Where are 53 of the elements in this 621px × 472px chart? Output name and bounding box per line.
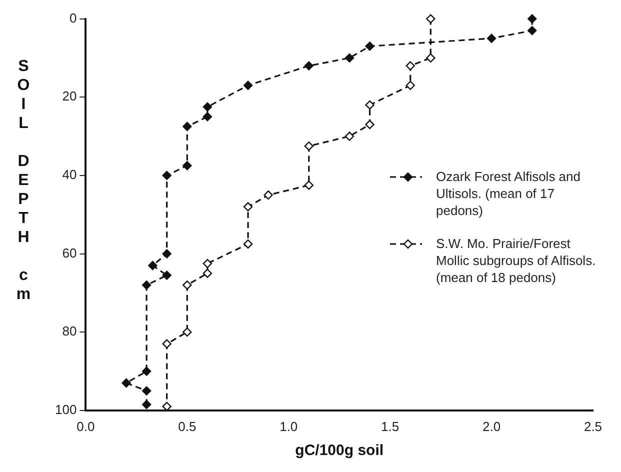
y-tick-label: 80 (62, 324, 77, 339)
point (304, 180, 314, 190)
y-tick-label: 40 (62, 167, 77, 182)
point (426, 53, 436, 63)
y-tick-label: 0 (69, 10, 77, 26)
y-tick-label: 100 (54, 402, 77, 417)
point (406, 80, 415, 90)
point (182, 122, 192, 132)
point (264, 190, 273, 200)
y-tick-label: 60 (62, 245, 77, 260)
x-tick-label: 2.0 (482, 418, 501, 434)
x-tick-label: 0.0 (76, 418, 95, 434)
point (202, 112, 212, 122)
point (406, 61, 415, 70)
y-tick-label: 20 (62, 88, 77, 104)
y-axis-title: SOIL DEPTH cm (14, 58, 32, 307)
point (304, 141, 314, 151)
point (528, 26, 537, 36)
point (344, 53, 354, 63)
point (304, 61, 314, 70)
point (426, 14, 436, 24)
point (486, 34, 496, 43)
x-tick-label: 2.5 (584, 418, 602, 434)
point (162, 170, 172, 180)
point (162, 249, 172, 258)
point (182, 280, 192, 290)
point (142, 280, 152, 290)
point (243, 80, 253, 90)
point (365, 100, 374, 110)
x-tick-label: 1.0 (280, 418, 298, 434)
point (243, 202, 253, 212)
point (142, 400, 152, 410)
point (162, 270, 172, 280)
point (182, 161, 192, 170)
point (528, 14, 537, 24)
legend-label: Ozark Forest Alfisols and Ultisols. (mean of 17 pedons) (436, 168, 582, 219)
point (365, 120, 374, 130)
x-axis-title: gC/100g soil (295, 442, 384, 460)
point (148, 260, 158, 270)
point (344, 132, 354, 141)
x-tick-label: 0.5 (178, 418, 196, 434)
point (142, 386, 152, 396)
point (182, 327, 192, 337)
point (243, 239, 253, 249)
point (202, 258, 212, 268)
legend-label: S.W. Mo. Prairie/Forest Mollic subgroups of Alfisols. (mean of 18 pedons) (436, 235, 597, 286)
point (365, 42, 374, 51)
point (202, 102, 212, 112)
point (142, 366, 152, 376)
point (202, 268, 212, 278)
x-tick-label: 1.5 (381, 418, 400, 434)
point (122, 378, 131, 388)
point (162, 339, 172, 348)
